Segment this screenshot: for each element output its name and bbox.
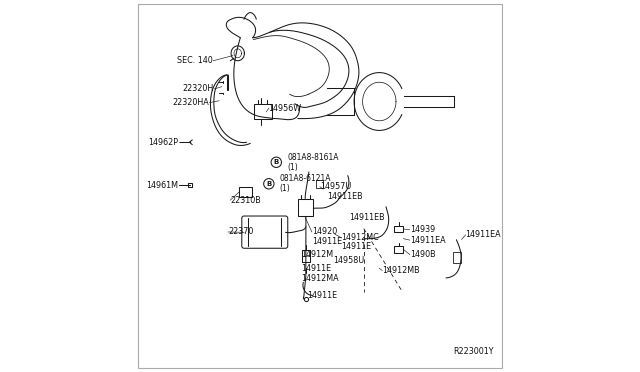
Text: 14912MC: 14912MC xyxy=(342,233,380,243)
Text: B: B xyxy=(274,159,279,165)
Text: 14958U: 14958U xyxy=(333,256,364,264)
Text: 14939: 14939 xyxy=(410,225,435,234)
Text: 081A8-6121A
(1): 081A8-6121A (1) xyxy=(279,174,331,193)
Text: 22310B: 22310B xyxy=(230,196,261,205)
Bar xyxy=(254,104,272,119)
Bar xyxy=(394,226,403,232)
Bar xyxy=(394,246,403,253)
Text: 1490B: 1490B xyxy=(410,250,435,259)
Bar xyxy=(452,252,461,263)
Text: 14911EB: 14911EB xyxy=(349,213,385,222)
Text: 14957U: 14957U xyxy=(320,182,351,191)
Text: 22370: 22370 xyxy=(228,227,253,237)
Text: 14912MA: 14912MA xyxy=(301,274,339,283)
Text: 14911E: 14911E xyxy=(342,242,372,251)
Text: SEC. 140: SEC. 140 xyxy=(177,56,212,65)
Text: 14962P: 14962P xyxy=(148,138,179,147)
Text: 14920: 14920 xyxy=(312,227,337,237)
Text: 14961M: 14961M xyxy=(147,181,179,190)
Text: 14911EB: 14911EB xyxy=(326,192,362,201)
Text: B: B xyxy=(266,181,271,187)
Text: 14911EA: 14911EA xyxy=(410,235,445,245)
Text: 14912MB: 14912MB xyxy=(382,266,420,275)
Text: 14912M: 14912M xyxy=(301,250,333,259)
Text: R223001Y: R223001Y xyxy=(453,347,493,356)
Bar xyxy=(302,250,310,262)
Bar xyxy=(298,199,314,217)
Circle shape xyxy=(271,157,282,167)
Text: 22320H: 22320H xyxy=(182,84,214,93)
Bar xyxy=(316,180,323,188)
Text: 14911E: 14911E xyxy=(312,237,342,246)
Text: 081A8-8161A
(1): 081A8-8161A (1) xyxy=(287,153,339,172)
Text: 22320HA: 22320HA xyxy=(172,98,209,107)
Text: 14911E: 14911E xyxy=(307,291,337,300)
Text: 14911EA: 14911EA xyxy=(466,230,501,240)
Bar xyxy=(239,187,252,197)
Text: 14911E: 14911E xyxy=(301,264,331,273)
Circle shape xyxy=(264,179,274,189)
Text: 14956W: 14956W xyxy=(268,104,301,113)
